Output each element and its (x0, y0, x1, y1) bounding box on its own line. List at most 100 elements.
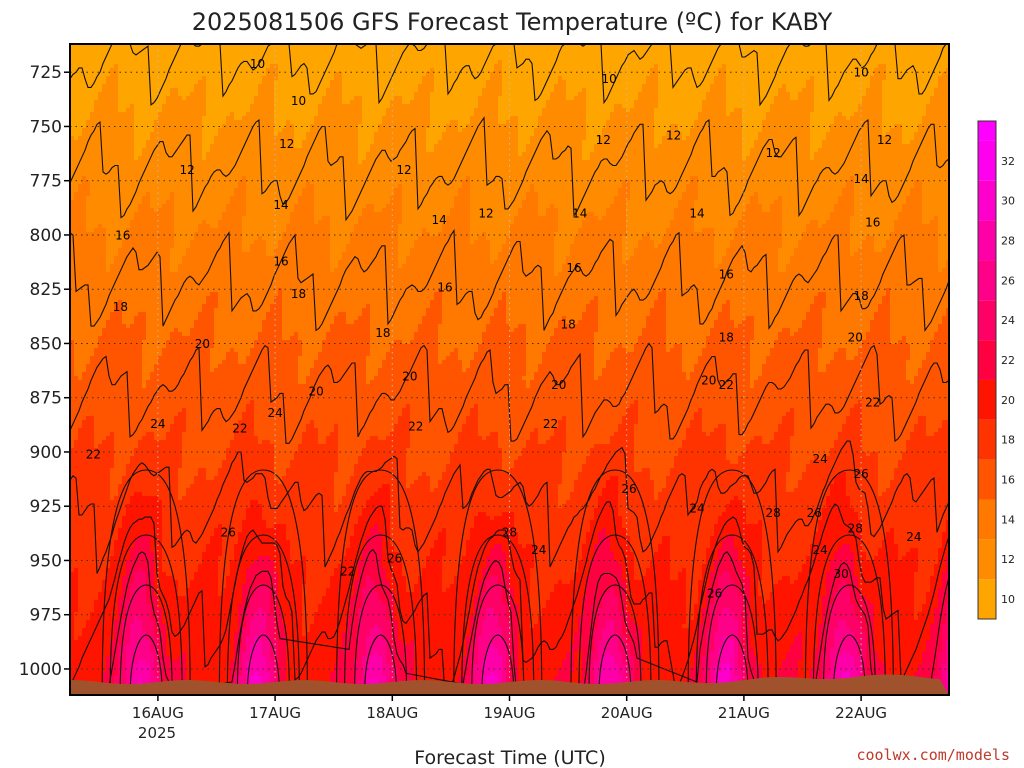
colorbar-swatch (978, 260, 996, 300)
contour-label: 22 (543, 417, 558, 431)
y-tick-label: 900 (30, 443, 62, 463)
contour-label: 14 (572, 207, 587, 221)
contour-label: 28 (766, 506, 781, 520)
contour-label: 26 (707, 586, 722, 600)
contour-label: 12 (766, 146, 781, 160)
x-axis: 16AUG 17AUG 18AUG 19AUG 20AUG 21AUG 22AUG (132, 695, 887, 722)
contour-label: 28 (848, 521, 863, 535)
contour-label: 14 (853, 172, 868, 186)
x-axis-label: Forecast Time (UTC) (414, 747, 605, 768)
contour-label: 14 (432, 213, 447, 227)
colorbar-label: 26 (1001, 274, 1015, 287)
contour-label: 30 (834, 567, 849, 581)
contour-label: 20 (701, 374, 716, 388)
contour-label: 18 (113, 300, 128, 314)
contour-label: 16 (273, 254, 288, 268)
contour-label: 24 (812, 543, 827, 557)
contour-label: 14 (273, 198, 288, 212)
y-tick-label: 725 (30, 63, 62, 83)
colorbar-swatch (978, 579, 996, 619)
colorbar-swatch (978, 221, 996, 261)
colorbar-swatch (978, 460, 996, 500)
colorbar-label: 28 (1001, 235, 1015, 248)
colorbar-swatch (978, 300, 996, 340)
colorbar-label: 14 (1001, 513, 1015, 526)
colorbar-label: 16 (1001, 474, 1015, 487)
contour-label: 12 (596, 133, 611, 147)
contour-label: 12 (396, 163, 411, 177)
contour-label: 22 (719, 378, 734, 392)
contour-label: 10 (291, 94, 306, 108)
colorbar-swatch (978, 121, 996, 141)
colorbar-swatch (978, 380, 996, 420)
contour-label: 12 (478, 207, 493, 221)
x-year-label: 2025 (138, 724, 176, 742)
contour-label: 12 (279, 137, 294, 151)
contour-label: 22 (340, 565, 355, 579)
colorbar-swatch (978, 499, 996, 539)
contour-label: 18 (291, 287, 306, 301)
contour-label: 24 (150, 417, 165, 431)
x-tick-label: 21AUG (718, 704, 770, 722)
colorbar-swatch (978, 340, 996, 380)
contour-label: 22 (408, 419, 423, 433)
contour-label: 26 (807, 506, 822, 520)
y-tick-label: 1000 (19, 660, 62, 680)
contour-label: 20 (402, 369, 417, 383)
colorbar-label: 22 (1001, 354, 1015, 367)
contour-label: 22 (232, 421, 247, 435)
contour-label: 24 (689, 502, 704, 516)
colorbar-label: 18 (1001, 434, 1015, 447)
contour-label: 22 (865, 395, 880, 409)
contour-label: 10 (601, 72, 616, 86)
contour-label: 24 (531, 543, 546, 557)
contour-label: 16 (566, 261, 581, 275)
contour-label: 26 (621, 482, 636, 496)
contour-label: 18 (853, 289, 868, 303)
colorbar-label: 32 (1001, 155, 1015, 168)
contour-label: 18 (719, 330, 734, 344)
colorbar-label: 24 (1001, 314, 1015, 327)
contour-label: 18 (560, 317, 575, 331)
contour-label: 16 (719, 267, 734, 281)
contour-label: 22 (86, 447, 101, 461)
source-credit: coolwx.com/models (856, 746, 1010, 764)
contour-label: 16 (437, 280, 452, 294)
y-tick-label: 775 (30, 172, 62, 192)
contour-label: 20 (195, 337, 210, 351)
colorbar-label: 12 (1001, 553, 1015, 566)
x-tick-label: 22AUG (835, 704, 887, 722)
x-tick-label: 17AUG (249, 704, 301, 722)
colorbar-swatch (978, 141, 996, 181)
contour-label: 24 (267, 406, 282, 420)
contour-label: 20 (848, 330, 863, 344)
contour-label: 12 (666, 128, 681, 142)
contour-label: 20 (551, 378, 566, 392)
contour-label: 28 (502, 526, 517, 540)
contour-label: 26 (853, 467, 868, 481)
contour-label: 16 (865, 215, 880, 229)
y-tick-label: 750 (30, 117, 62, 137)
y-tick-label: 825 (30, 280, 62, 300)
y-tick-label: 950 (30, 551, 62, 571)
contour-label: 14 (689, 207, 704, 221)
contour-label: 10 (250, 57, 265, 71)
colorbar-label: 10 (1001, 593, 1015, 606)
colorbar-swatch (978, 181, 996, 221)
contour-label: 24 (906, 530, 921, 544)
y-tick-label: 925 (30, 497, 62, 517)
y-tick-label: 875 (30, 389, 62, 409)
contour-label: 18 (375, 326, 390, 340)
contour-label: 26 (387, 552, 402, 566)
contour-label: 24 (812, 452, 827, 466)
x-tick-label: 19AUG (484, 704, 536, 722)
contour-label: 26 (221, 526, 236, 540)
colorbar-label: 30 (1001, 195, 1015, 208)
x-tick-label: 16AUG (132, 704, 184, 722)
x-tick-label: 18AUG (366, 704, 418, 722)
contour-label: 12 (180, 163, 195, 177)
contour-label: 10 (853, 66, 868, 80)
contour-label: 12 (877, 133, 892, 147)
